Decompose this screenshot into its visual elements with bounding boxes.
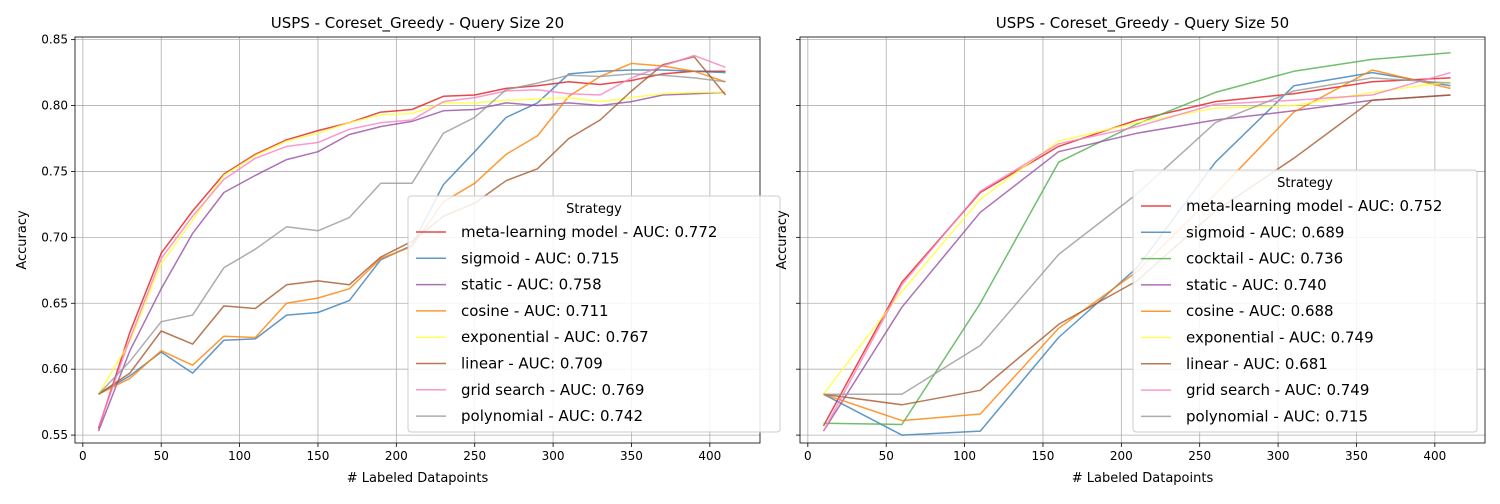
y-tick-label: 0.55 bbox=[41, 428, 68, 442]
plot-frame bbox=[799, 36, 1486, 444]
legend-entry: cosine - AUC: 0.711 bbox=[461, 302, 609, 320]
series-line-4 bbox=[822, 94, 1451, 432]
legend-entry: exponential - AUC: 0.749 bbox=[1186, 329, 1374, 347]
legend-entry: grid search - AUC: 0.749 bbox=[1186, 381, 1369, 399]
legend: Strategy meta-learning model - AUC: 0.752… bbox=[1132, 169, 1478, 433]
series-line-1 bbox=[97, 70, 726, 429]
chart-panel-2: 0 50 100 150 200 250 300 350 400 USPS - Coreset_G… bbox=[775, 14, 1486, 486]
legend-entry: polynomial - AUC: 0.742 bbox=[461, 407, 643, 425]
series-line-8 bbox=[97, 73, 726, 395]
chart-title: USPS - Coreset_Greedy - Query Size 20 bbox=[271, 14, 564, 33]
x-tick-label: 100 bbox=[953, 449, 976, 463]
y-tick-label: 0.80 bbox=[41, 99, 68, 113]
legend-entry: linear - AUC: 0.709 bbox=[461, 355, 603, 373]
x-axis-label: # Labeled Datapoints bbox=[1072, 471, 1214, 486]
y-tick-label: 0.85 bbox=[41, 33, 68, 47]
x-tick-label: 350 bbox=[1345, 449, 1368, 463]
x-tick-label: 250 bbox=[463, 449, 486, 463]
legend-entry: grid search - AUC: 0.769 bbox=[461, 381, 644, 399]
x-tick-label: 200 bbox=[385, 449, 408, 463]
x-tick-label: 300 bbox=[542, 449, 565, 463]
legend-entry: sigmoid - AUC: 0.715 bbox=[461, 249, 619, 267]
y-tick-label: 0.70 bbox=[41, 230, 68, 244]
legend-title: Strategy bbox=[1277, 176, 1333, 191]
x-tick-label: 200 bbox=[1110, 449, 1133, 463]
legend-box bbox=[407, 195, 781, 433]
legend-entry: static - AUC: 0.740 bbox=[1186, 276, 1327, 294]
series-line-7 bbox=[97, 54, 726, 428]
y-tick-label: 0.65 bbox=[41, 296, 68, 310]
x-tick-label: 150 bbox=[307, 449, 330, 463]
legend-title: Strategy bbox=[566, 202, 622, 217]
y-axis-label: Accuracy bbox=[15, 210, 30, 270]
y-tick-label: 0.60 bbox=[41, 362, 68, 376]
legend-box bbox=[1132, 169, 1478, 433]
legend-entry: meta-learning model - AUC: 0.752 bbox=[1186, 197, 1442, 215]
x-tick-label: 150 bbox=[1032, 449, 1055, 463]
series-line-1 bbox=[822, 77, 1451, 427]
x-tick-label: 0 bbox=[804, 449, 812, 463]
legend-entry: polynomial - AUC: 0.715 bbox=[1186, 407, 1368, 425]
series-line-3 bbox=[97, 91, 726, 432]
legend-entry: linear - AUC: 0.681 bbox=[1186, 355, 1328, 373]
x-tick-label: 250 bbox=[1188, 449, 1211, 463]
x-tick-label: 300 bbox=[1267, 449, 1290, 463]
legend-entry: cocktail - AUC: 0.736 bbox=[1186, 250, 1343, 268]
x-tick-label: 0 bbox=[79, 449, 87, 463]
series-line-5 bbox=[97, 91, 726, 395]
chart-panel-1: 0 50 100 150 200 250 300 350 400 0.55 0.60 0.65 0.70… bbox=[15, 14, 781, 486]
legend-entry: cosine - AUC: 0.688 bbox=[1186, 302, 1334, 320]
x-tick-label: 100 bbox=[228, 449, 251, 463]
x-tick-label: 50 bbox=[879, 449, 894, 463]
legend-entry: meta-learning model - AUC: 0.772 bbox=[461, 223, 717, 241]
series-line-8 bbox=[822, 71, 1451, 432]
legend-entry: exponential - AUC: 0.767 bbox=[461, 328, 649, 346]
x-tick-label: 400 bbox=[1423, 449, 1446, 463]
y-tick-label: 0.75 bbox=[41, 164, 68, 178]
x-tick-label: 50 bbox=[154, 449, 169, 463]
y-axis-label: Accuracy bbox=[775, 210, 790, 270]
x-axis-label: # Labeled Datapoints bbox=[347, 471, 489, 486]
x-tick-label: 400 bbox=[698, 449, 721, 463]
series-line-3 bbox=[823, 52, 1451, 426]
x-tick-label: 350 bbox=[620, 449, 643, 463]
legend-entry: static - AUC: 0.758 bbox=[461, 276, 602, 294]
chart-title: USPS - Coreset_Greedy - Query Size 50 bbox=[996, 14, 1289, 33]
legend-entry: sigmoid - AUC: 0.689 bbox=[1186, 223, 1344, 241]
legend: Strategy meta-learning model - AUC: 0.772… bbox=[407, 195, 781, 433]
